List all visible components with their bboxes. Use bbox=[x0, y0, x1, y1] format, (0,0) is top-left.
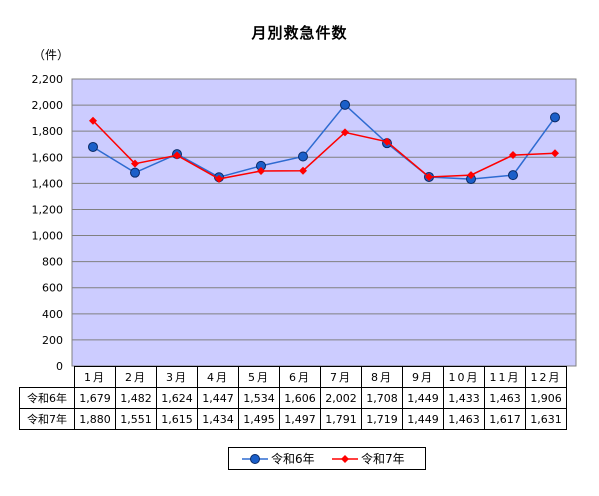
legend-marker bbox=[250, 453, 260, 464]
data-point-diamond bbox=[215, 174, 223, 183]
data-point-diamond bbox=[509, 151, 517, 160]
data-point-circle bbox=[130, 167, 140, 178]
y-tick-label: 600 bbox=[42, 282, 63, 295]
data-value-cell: 2,002 bbox=[320, 387, 362, 409]
category-label: 5月 bbox=[238, 366, 280, 388]
data-value-cell: 1,906 bbox=[525, 387, 567, 409]
category-label: 6月 bbox=[279, 366, 321, 388]
category-label: 4月 bbox=[197, 366, 239, 388]
data-value-cell: 1,449 bbox=[402, 408, 444, 430]
series-name-cell: 令和6年 bbox=[19, 387, 75, 409]
legend-entry: 令和7年 bbox=[332, 450, 405, 467]
y-tick-label: 1,000 bbox=[32, 230, 64, 243]
y-tick-label: 1,800 bbox=[32, 125, 64, 138]
category-label: 2月 bbox=[115, 366, 157, 388]
series-line-2 bbox=[92, 120, 556, 180]
y-tick-label: 2,200 bbox=[32, 73, 64, 86]
legend-label: 令和7年 bbox=[361, 452, 405, 466]
data-point-circle bbox=[298, 151, 308, 162]
y-axis-ticks: 02004006008001,0001,2001,4001,6001,8002,… bbox=[32, 73, 64, 373]
legend-label: 令和6年 bbox=[271, 452, 315, 466]
data-value-cell: 1,495 bbox=[238, 408, 280, 430]
category-label: 3月 bbox=[156, 366, 198, 388]
legend-swatch bbox=[242, 453, 268, 464]
data-point-diamond bbox=[89, 116, 97, 125]
data-value-cell: 1,497 bbox=[279, 408, 321, 430]
y-tick-label: 1,600 bbox=[32, 151, 64, 164]
legend-entry: 令和6年 bbox=[242, 450, 315, 467]
legend-marker bbox=[341, 454, 349, 463]
y-tick-label: 1,400 bbox=[32, 177, 64, 190]
data-value-cell: 1,449 bbox=[402, 387, 444, 409]
y-tick-label: 400 bbox=[42, 308, 63, 321]
data-point-diamond bbox=[173, 151, 181, 160]
data-point-diamond bbox=[257, 166, 265, 175]
data-table-header-row: 1月 2月 3月 4月 5月 6月 7月 8月 9月 10月 11月 12月 bbox=[19, 366, 567, 388]
data-table-corner bbox=[19, 366, 75, 388]
data-value-cell: 1,482 bbox=[115, 387, 157, 409]
data-table: 1月 2月 3月 4月 5月 6月 7月 8月 9月 10月 11月 12月 令和6年 1,679 1,4… bbox=[19, 366, 567, 430]
data-value-cell: 1,433 bbox=[443, 387, 485, 409]
data-table-row: 令和6年 1,679 1,482 1,624 1,447 1,534 1,606 2,002 1… bbox=[19, 387, 567, 409]
y-tick-label: 2,000 bbox=[32, 99, 64, 112]
data-point-circle bbox=[508, 170, 518, 181]
category-label: 7月 bbox=[320, 366, 362, 388]
category-label: 11月 bbox=[484, 366, 526, 388]
category-label: 12月 bbox=[525, 366, 567, 388]
data-value-cell: 1,624 bbox=[156, 387, 198, 409]
data-value-cell: 1,534 bbox=[238, 387, 280, 409]
data-table-row: 令和7年 1,880 1,551 1,615 1,434 1,495 1,497 1,791 1… bbox=[19, 408, 567, 430]
data-value-cell: 1,679 bbox=[74, 387, 116, 409]
data-value-cell: 1,463 bbox=[484, 387, 526, 409]
data-value-cell: 1,606 bbox=[279, 387, 321, 409]
legend-swatch bbox=[332, 454, 358, 463]
data-value-cell: 1,447 bbox=[197, 387, 239, 409]
data-value-cell: 1,880 bbox=[74, 408, 116, 430]
data-value-cell: 1,791 bbox=[320, 408, 362, 430]
y-tick-label: 800 bbox=[42, 256, 63, 269]
data-value-cell: 1,631 bbox=[525, 408, 567, 430]
data-point-diamond bbox=[131, 159, 139, 168]
data-value-cell: 1,615 bbox=[156, 408, 198, 430]
data-value-cell: 1,463 bbox=[443, 408, 485, 430]
data-point-diamond bbox=[551, 149, 559, 158]
data-point-circle bbox=[88, 141, 98, 152]
category-label: 8月 bbox=[361, 366, 403, 388]
y-tick-label: 1,200 bbox=[32, 203, 64, 216]
data-point-diamond bbox=[467, 171, 475, 180]
data-value-cell: 1,551 bbox=[115, 408, 157, 430]
data-value-cell: 1,708 bbox=[361, 387, 403, 409]
data-point-diamond bbox=[341, 128, 349, 137]
plot-area bbox=[71, 78, 577, 367]
data-point-diamond bbox=[299, 166, 307, 175]
data-point-circle bbox=[340, 99, 350, 110]
data-value-cell: 1,434 bbox=[197, 408, 239, 430]
category-label: 9月 bbox=[402, 366, 444, 388]
data-value-cell: 1,617 bbox=[484, 408, 526, 430]
category-label: 10月 bbox=[443, 366, 485, 388]
chart-title: 月別救急件数 bbox=[251, 24, 348, 42]
data-series bbox=[88, 99, 560, 185]
data-value-cell: 1,719 bbox=[361, 408, 403, 430]
series-name-cell: 令和7年 bbox=[19, 408, 75, 430]
data-point-diamond bbox=[425, 172, 433, 181]
gridlines bbox=[72, 104, 576, 341]
y-tick-label: 200 bbox=[42, 334, 63, 347]
category-label: 1月 bbox=[74, 366, 116, 388]
y-axis-unit-label: （件） bbox=[33, 48, 70, 62]
data-point-diamond bbox=[383, 137, 391, 146]
legend: 令和6年 令和7年 bbox=[228, 447, 426, 470]
data-point-circle bbox=[550, 112, 560, 123]
